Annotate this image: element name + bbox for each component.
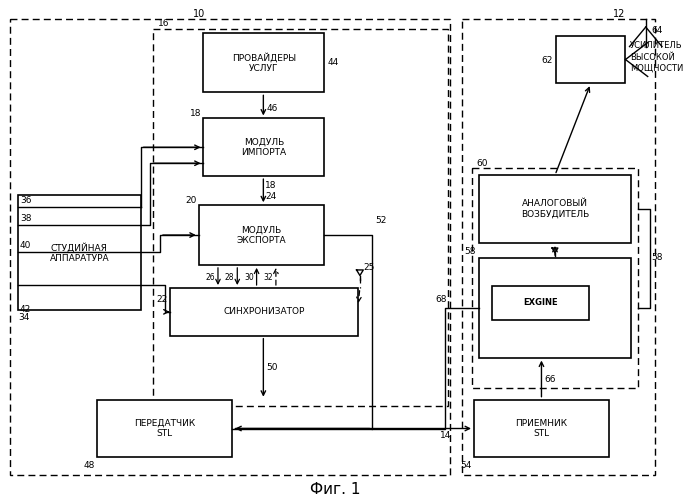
Text: 10: 10 [192, 8, 205, 18]
Bar [18, 195, 140, 310]
Text: СИНХРОНИЗАТОР: СИНХРОНИЗАТОР [223, 308, 304, 316]
Text: МОЩНОСТИ: МОЩНОСТИ [630, 64, 684, 73]
Text: 52: 52 [375, 216, 387, 224]
Text: 40: 40 [20, 240, 31, 250]
Bar [492, 286, 589, 320]
Text: 54: 54 [461, 461, 472, 470]
Bar [479, 175, 631, 243]
Bar [98, 400, 233, 458]
Text: 25: 25 [364, 264, 375, 272]
Text: ВЫСОКОЙ: ВЫСОКОЙ [630, 53, 675, 62]
Text: 36: 36 [20, 196, 32, 204]
Bar [479, 258, 631, 358]
Text: 38: 38 [20, 214, 32, 222]
Text: EXGINE: EXGINE [523, 298, 558, 308]
Text: ПРОВАЙДЕРЫ
УСЛУГ: ПРОВАЙДЕРЫ УСЛУГ [232, 52, 296, 72]
Bar [474, 400, 609, 458]
Bar [203, 32, 324, 92]
Text: 46: 46 [266, 104, 277, 113]
Text: 48: 48 [84, 461, 95, 470]
Text: ВОЗБУДИТЕЛЬ: ВОЗБУДИТЕЛЬ [521, 304, 589, 312]
Text: 16: 16 [158, 19, 170, 28]
Text: 26: 26 [206, 274, 215, 282]
Text: МОДУЛЬ
ИМПОРТА: МОДУЛЬ ИМПОРТА [242, 138, 286, 157]
Text: 12: 12 [612, 8, 625, 18]
Text: 58: 58 [652, 254, 663, 262]
Bar [203, 118, 324, 176]
Bar [153, 28, 448, 406]
Text: 50: 50 [266, 363, 277, 372]
Text: 32: 32 [264, 274, 273, 282]
Text: ПЕРЕДАТЧИК
STL: ПЕРЕДАТЧИК STL [134, 419, 195, 438]
Text: 14: 14 [440, 431, 451, 440]
Text: 68: 68 [435, 296, 447, 304]
Bar [556, 36, 626, 84]
Text: 28: 28 [225, 274, 235, 282]
Text: АНАЛОГОВЫЙ
ВОЗБУДИТЕЛЬ: АНАЛОГОВЫЙ ВОЗБУДИТЕЛЬ [521, 200, 589, 219]
Text: 24: 24 [265, 192, 277, 200]
Text: 64: 64 [652, 26, 663, 35]
Text: Фиг. 1: Фиг. 1 [309, 482, 360, 497]
Text: 62: 62 [542, 56, 553, 65]
Text: 30: 30 [244, 274, 254, 282]
Text: ПРИЕМНИК
STL: ПРИЕМНИК STL [516, 419, 567, 438]
Text: УСИЛИТЕЛЬ: УСИЛИТЕЛЬ [630, 41, 683, 50]
Text: СТУДИЙНАЯ
АППАРАТУРА: СТУДИЙНАЯ АППАРАТУРА [50, 242, 109, 262]
Text: 60: 60 [477, 158, 489, 168]
Bar [462, 18, 655, 475]
Bar [10, 18, 450, 475]
Bar [170, 288, 358, 336]
Bar [472, 168, 638, 388]
Text: 34: 34 [18, 314, 30, 322]
Bar [199, 205, 324, 265]
Text: 44: 44 [327, 58, 338, 67]
Text: 42: 42 [20, 306, 31, 314]
Text: 18: 18 [265, 180, 277, 190]
Text: 18: 18 [190, 109, 201, 118]
Text: 58: 58 [464, 248, 476, 256]
Text: 20: 20 [185, 196, 197, 204]
Text: 66: 66 [545, 375, 556, 384]
Text: МОДУЛЬ
ЭКСПОРТА: МОДУЛЬ ЭКСПОРТА [237, 226, 286, 244]
Text: 22: 22 [156, 296, 167, 304]
